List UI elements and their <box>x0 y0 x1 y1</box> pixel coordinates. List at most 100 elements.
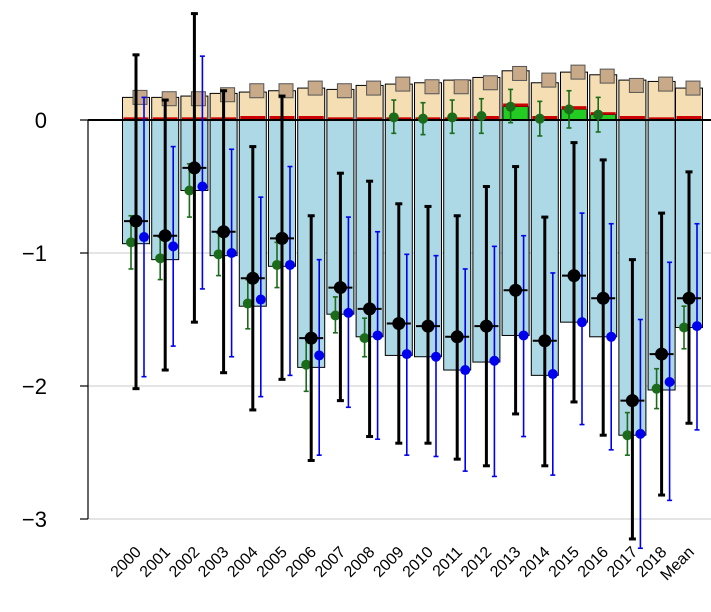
green-point <box>301 359 312 370</box>
green-point <box>184 185 195 196</box>
blue-point <box>635 428 646 439</box>
red-band <box>444 117 470 120</box>
x-category-label: 2017 <box>604 544 641 581</box>
x-category-label: 2013 <box>487 544 524 581</box>
red-band <box>298 116 324 120</box>
x-axis-labels: 2000200120022003200420052006200720082009… <box>108 544 698 584</box>
black-point <box>538 334 552 348</box>
red-band <box>327 117 353 120</box>
black-point <box>682 291 696 305</box>
x-category-label: 2010 <box>400 544 437 581</box>
square-marker <box>336 83 352 99</box>
y-tick-label: −3 <box>22 507 47 532</box>
black-point <box>158 229 172 243</box>
blue-point <box>577 317 587 328</box>
bars <box>122 64 703 436</box>
square-marker <box>307 80 323 96</box>
square-marker <box>541 72 557 88</box>
blue-point <box>489 355 500 366</box>
black-point <box>275 231 289 245</box>
blue-point <box>664 377 675 388</box>
x-category-label: 2006 <box>283 544 320 581</box>
black-point <box>246 271 260 285</box>
x-category-label: 2002 <box>166 544 203 581</box>
blue-point <box>197 181 208 192</box>
blue-point <box>518 330 529 341</box>
green-point <box>476 111 487 122</box>
blue-point <box>606 331 617 342</box>
black-point <box>625 394 639 408</box>
green-point <box>593 109 604 120</box>
black-point <box>363 302 377 316</box>
blue-point <box>226 248 237 258</box>
x-category-label: 2012 <box>458 544 495 581</box>
square-marker <box>249 83 265 99</box>
blue-point <box>431 351 441 362</box>
square-marker <box>628 77 644 93</box>
green-point <box>213 249 224 260</box>
red-band <box>619 116 645 120</box>
black-point <box>450 330 464 344</box>
red-band <box>561 106 587 110</box>
x-category-label: 2014 <box>516 544 553 581</box>
x-category-label: 2007 <box>312 544 349 581</box>
green-point <box>155 253 166 264</box>
y-tick-label: −2 <box>22 374 47 399</box>
blue-point <box>168 241 179 252</box>
red-band <box>503 103 529 107</box>
x-category-label: 2003 <box>195 544 232 581</box>
blue-point <box>372 330 383 341</box>
green-point <box>447 112 458 123</box>
x-category-label: 2016 <box>575 544 612 581</box>
blue-point <box>460 365 471 376</box>
green-point <box>330 310 341 321</box>
black-point <box>304 331 318 345</box>
square-marker <box>395 76 411 92</box>
square-marker <box>570 64 586 80</box>
blue-point <box>139 232 149 243</box>
green-point <box>418 113 428 124</box>
square-marker <box>366 80 382 96</box>
red-band <box>649 117 675 120</box>
positive-bar <box>530 82 559 121</box>
blue-point <box>255 294 266 305</box>
square-marker <box>685 80 701 96</box>
red-band <box>676 116 702 120</box>
blue-point <box>314 350 325 361</box>
square-marker <box>453 79 469 95</box>
square-marker <box>599 68 615 84</box>
square-marker <box>658 76 674 92</box>
x-category-label: 2000 <box>108 544 145 581</box>
x-category-label: 2011 <box>430 544 466 580</box>
series <box>124 12 702 550</box>
y-axis: 0 −1 −2 −3 <box>22 108 89 532</box>
x-category-label: 2004 <box>224 544 261 581</box>
green-point <box>359 333 370 344</box>
blue-point <box>547 369 558 380</box>
red-band <box>386 117 412 120</box>
x-category-label: 2008 <box>341 544 378 581</box>
black-point <box>655 347 669 361</box>
x-category-label: 2005 <box>254 544 291 581</box>
square-marker <box>512 65 528 81</box>
green-point <box>242 298 253 309</box>
green-point <box>564 104 574 115</box>
y-tick-label: −1 <box>22 241 47 266</box>
x-category-label: 2009 <box>370 544 407 581</box>
green-point <box>534 113 545 124</box>
black-point <box>567 269 581 283</box>
y-tick-label: 0 <box>35 108 47 133</box>
black-point <box>509 283 523 297</box>
black-point <box>596 291 610 305</box>
black-point <box>421 319 435 333</box>
square-marker <box>424 79 440 95</box>
square-marker <box>482 75 498 91</box>
black-point <box>479 319 493 333</box>
black-point <box>187 161 201 175</box>
green-point <box>272 259 282 270</box>
black-point <box>217 225 231 239</box>
blue-point <box>343 307 354 318</box>
green-point <box>622 430 633 441</box>
x-category-label: 2015 <box>546 544 583 581</box>
